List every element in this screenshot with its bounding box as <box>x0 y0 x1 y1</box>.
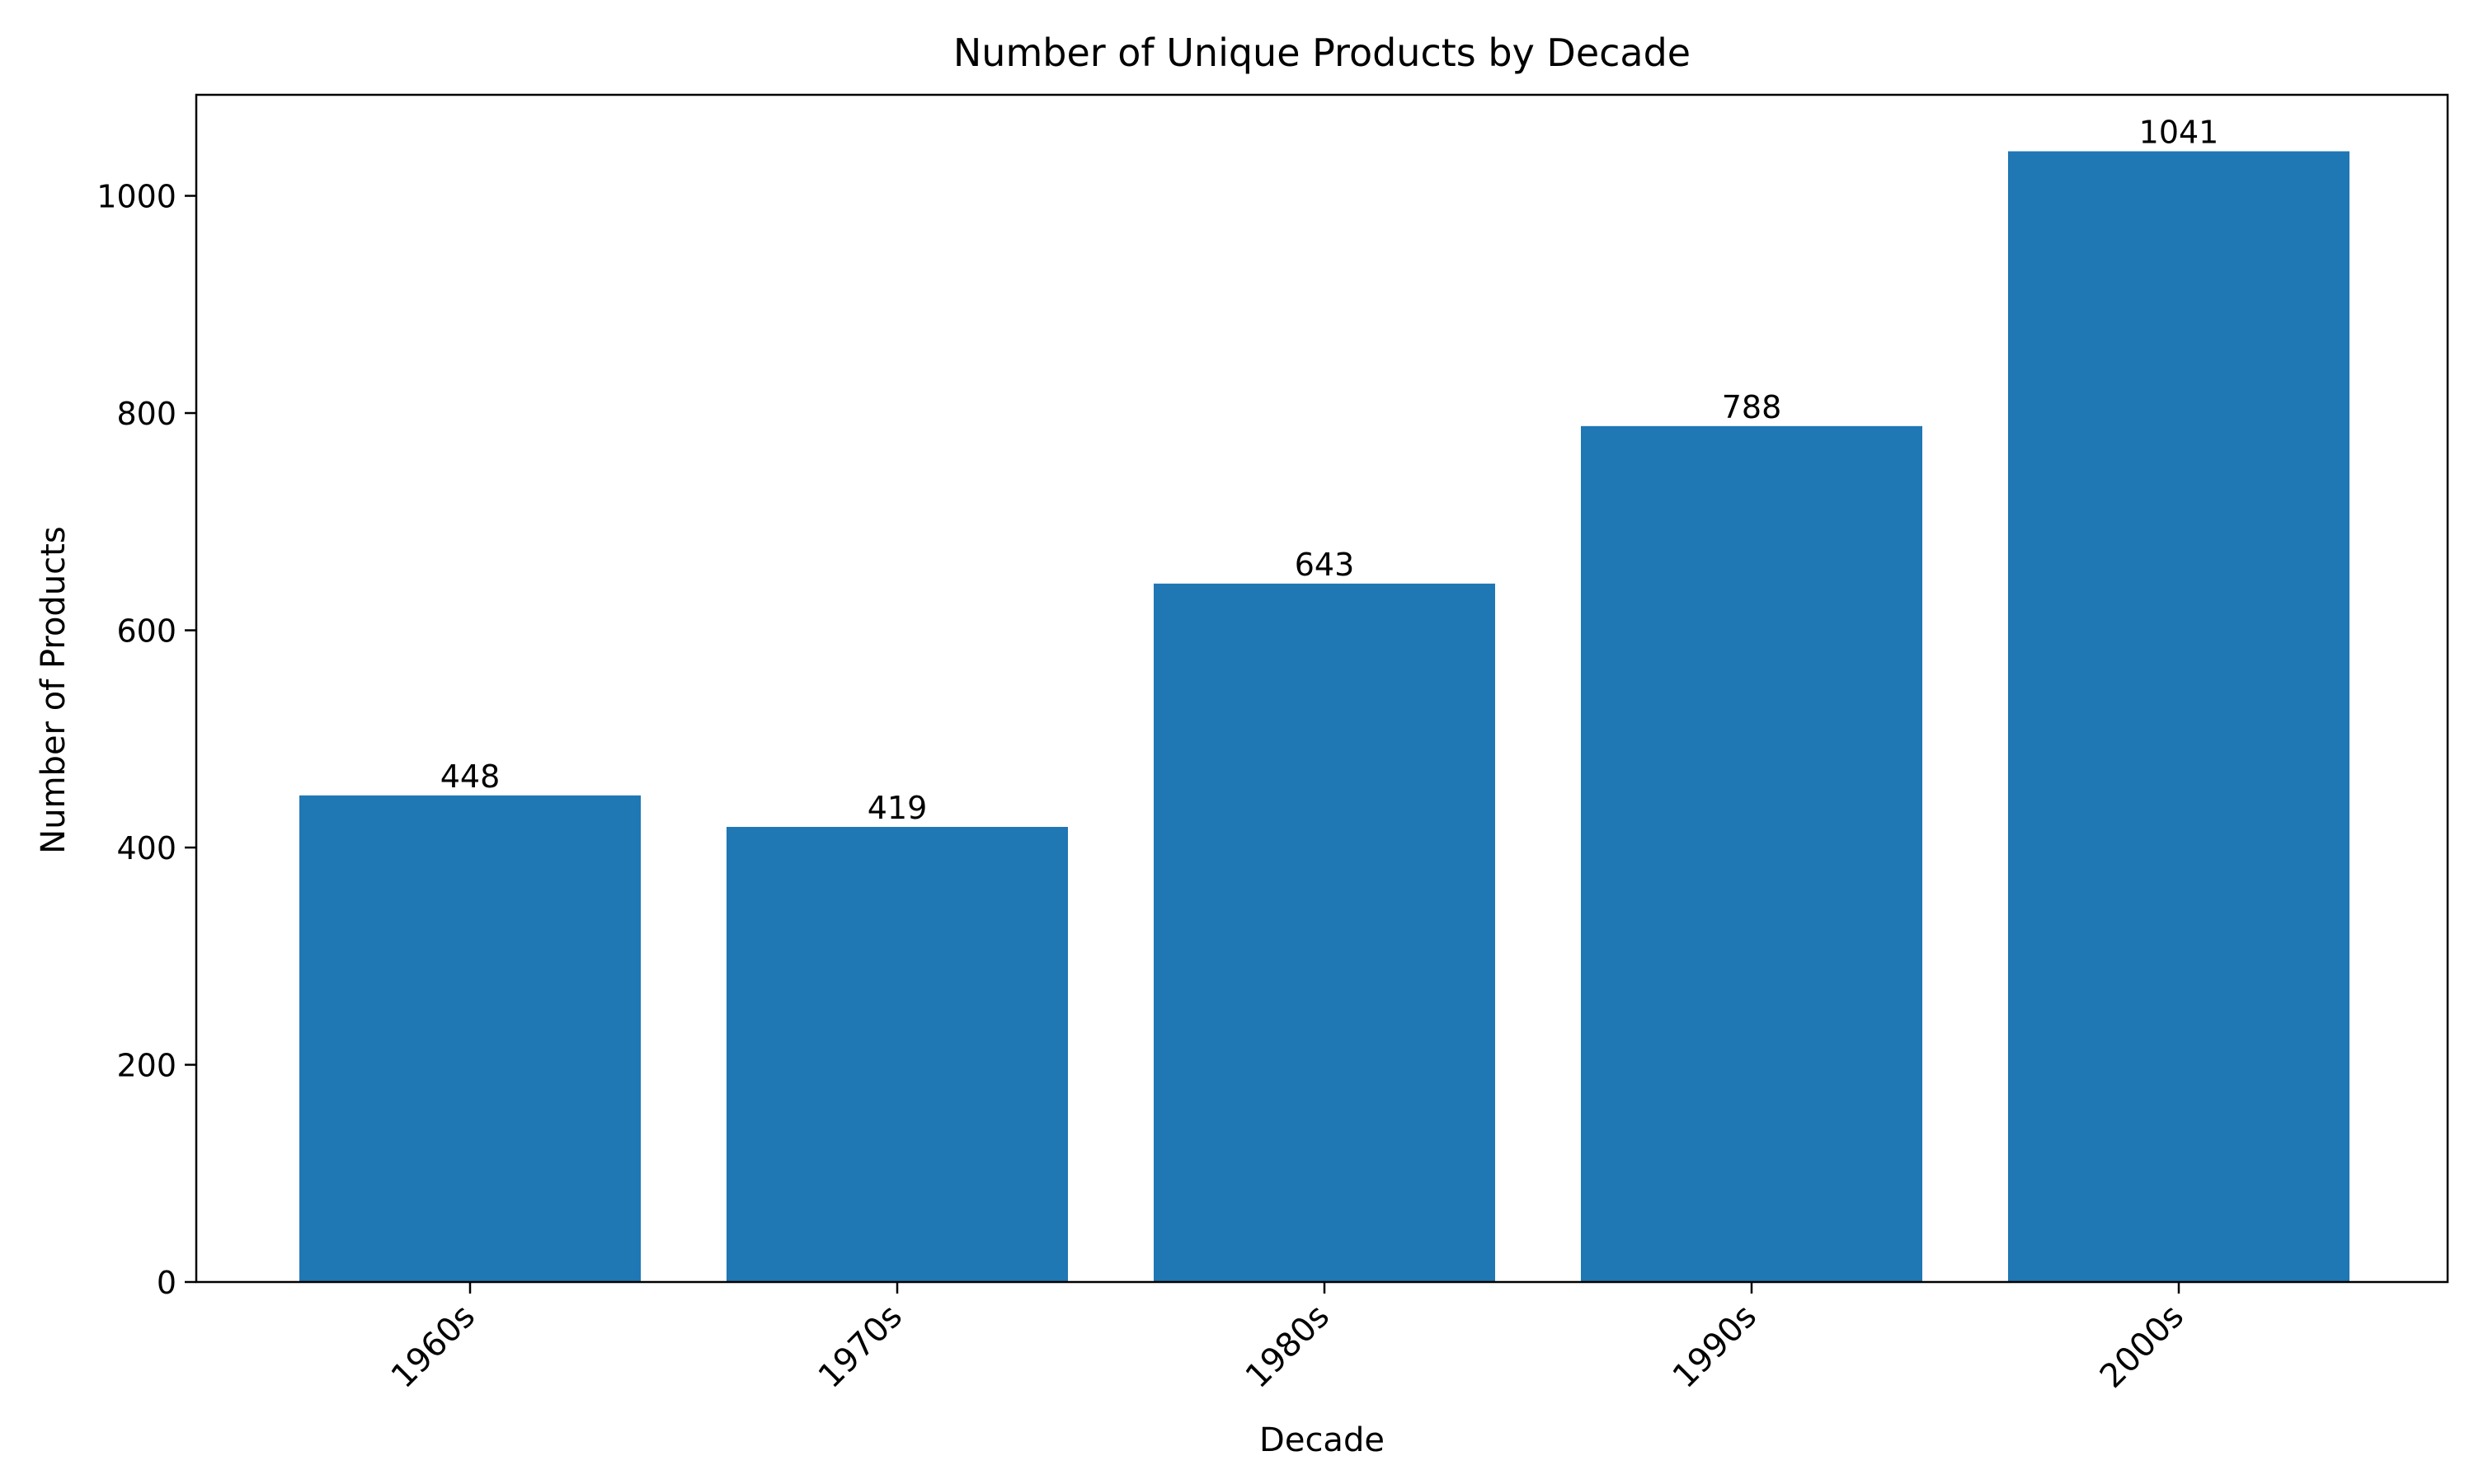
bar-2000s <box>2008 151 2349 1283</box>
y-tick-label: 600 <box>116 613 176 650</box>
bars-layer <box>299 151 2349 1283</box>
y-tick-label: 400 <box>116 830 176 866</box>
bar-1980s <box>1154 583 1495 1282</box>
plot-area-frame <box>195 93 2449 1284</box>
bar-1970s <box>727 826 1068 1282</box>
x-axis-label: Decade <box>1259 1421 1385 1459</box>
bar-value-label: 788 <box>1722 389 1782 425</box>
y-tick-label: 200 <box>116 1048 176 1084</box>
bar-value-label: 448 <box>440 758 501 795</box>
bar-1960s <box>299 795 641 1282</box>
y-tick-label: 1000 <box>96 179 176 215</box>
y-tick-label: 800 <box>116 396 176 432</box>
bar-value-label: 419 <box>868 790 928 826</box>
y-tick-label: 0 <box>157 1265 176 1301</box>
bar-labels-layer: 448 419 643 788 1041 <box>440 115 2219 826</box>
bar-value-label: 1041 <box>2139 115 2219 151</box>
bar-1990s <box>1581 425 1922 1282</box>
bar-value-label: 643 <box>1295 547 1355 583</box>
chart-title: Number of Unique Products by Decade <box>953 31 1691 75</box>
y-axis-label: Number of Products <box>35 526 73 853</box>
y-axis-ticks: 0 200 400 600 800 1000 <box>96 179 196 1301</box>
